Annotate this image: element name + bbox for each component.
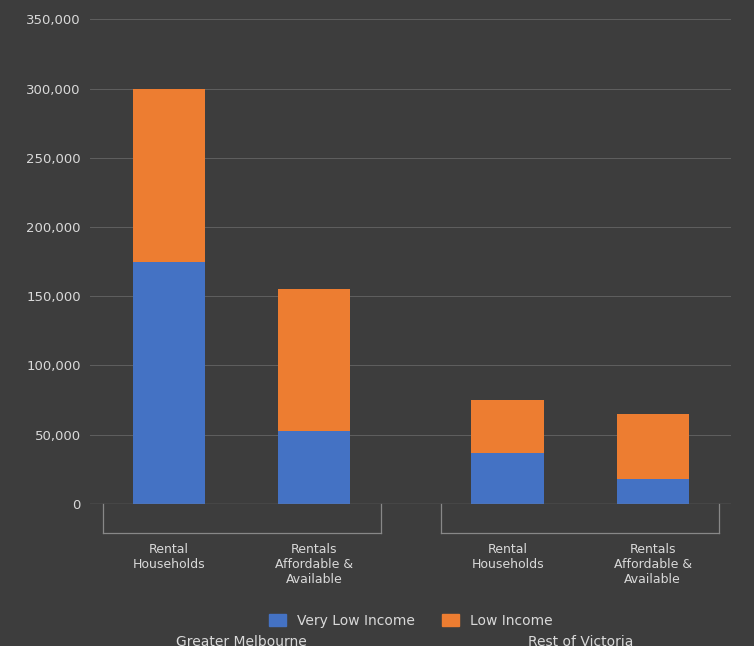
Text: Rest of Victoria: Rest of Victoria [528, 636, 633, 646]
Text: Rentals
Affordable &
Available: Rentals Affordable & Available [275, 543, 354, 586]
Bar [278, 289, 351, 430]
Bar [471, 453, 544, 504]
Bar [278, 430, 351, 504]
Text: Rentals
Affordable &
Available: Rentals Affordable & Available [614, 543, 692, 586]
Bar [471, 400, 544, 453]
Bar [617, 479, 689, 504]
Bar [133, 89, 205, 262]
Legend: Very Low Income, Low Income: Very Low Income, Low Income [269, 614, 553, 628]
Text: Rental
Households: Rental Households [133, 543, 205, 570]
Bar [133, 262, 205, 504]
Text: Greater Melbourne: Greater Melbourne [176, 636, 307, 646]
Bar [617, 414, 689, 479]
Text: Rental
Households: Rental Households [471, 543, 544, 570]
